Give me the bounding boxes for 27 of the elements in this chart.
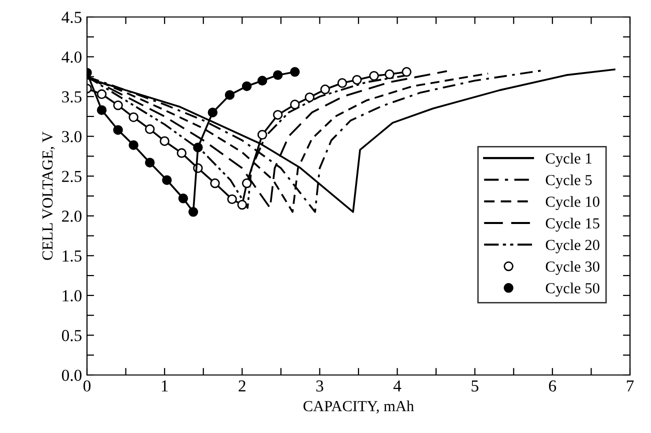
- y-tick-label: 0.0: [62, 370, 82, 382]
- legend-label: Cycle 15: [546, 218, 600, 232]
- y-axis-title: CELL VOLTAGE, V: [42, 132, 55, 260]
- y-tick-label: 3.0: [62, 131, 82, 142]
- x-tick-label: 0: [83, 380, 91, 392]
- x-tick-label: 6: [548, 380, 556, 392]
- legend-label: Cycle 20: [546, 239, 600, 254]
- x-tick-label: 4: [393, 380, 402, 392]
- y-tick-label: 1.0: [62, 290, 82, 302]
- legend-label: Cycle 1: [546, 152, 592, 167]
- y-tick-label: 4.0: [62, 51, 82, 63]
- x-tick-label: 5: [472, 380, 478, 392]
- x-tick-label: 7: [626, 380, 634, 392]
- legend-label: Cycle 30: [546, 261, 600, 275]
- y-tick-label: 2.0: [62, 210, 82, 222]
- legend-label: Cycle 50: [546, 282, 600, 297]
- x-tick-label: 2: [238, 380, 246, 392]
- legend-label: Cycle 5: [546, 174, 592, 188]
- legend-label: Cycle 10: [546, 196, 600, 210]
- x-axis-title: CAPACITY, mAh: [304, 400, 414, 414]
- y-tick-label: 1.5: [62, 250, 82, 262]
- y-tick-label: 2.5: [62, 170, 82, 182]
- x-tick-label: 1: [162, 380, 168, 392]
- y-tick-label: 0.5: [62, 330, 82, 342]
- y-tick-label: 3.5: [62, 91, 82, 103]
- x-tick-label: 3: [316, 380, 324, 392]
- y-tick-label: 4.5: [62, 12, 82, 24]
